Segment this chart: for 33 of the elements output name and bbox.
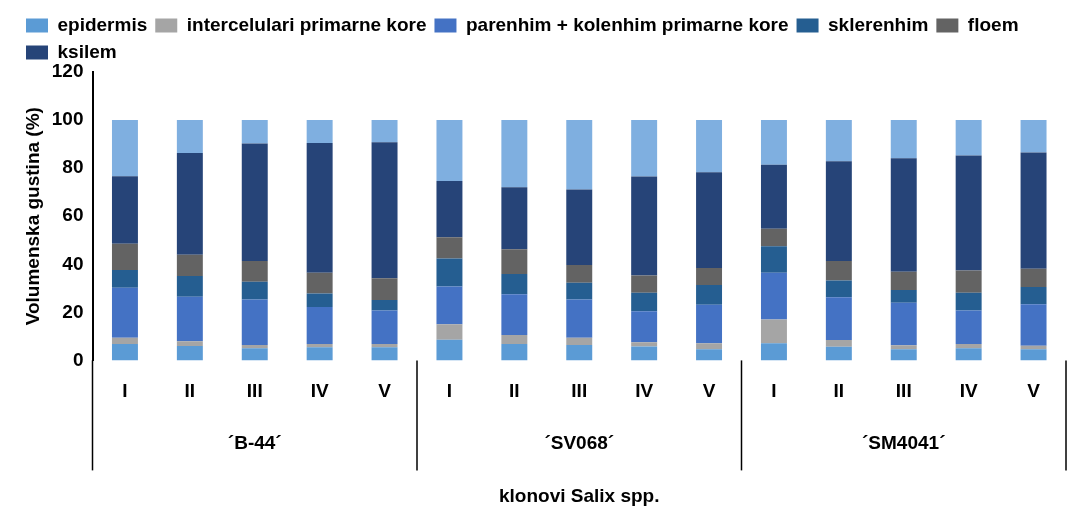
x-tick-label: I bbox=[771, 380, 777, 402]
y-axis-title: Volumenska gustina (%) bbox=[21, 107, 43, 326]
x-tick-label: III bbox=[246, 380, 263, 402]
x-tick-label: I bbox=[446, 380, 453, 402]
legend-label: floem bbox=[967, 13, 1019, 35]
y-tick-label: 120 bbox=[51, 60, 84, 82]
legend-label: epidermis bbox=[57, 13, 148, 35]
y-tick-label: 80 bbox=[62, 156, 84, 178]
y-tick-label: 20 bbox=[62, 300, 84, 322]
legend-label: parenhim + kolenhim primarne kore bbox=[465, 13, 789, 35]
y-tick-label: 0 bbox=[72, 348, 84, 370]
x-tick-label: V bbox=[702, 380, 716, 402]
y-tick-label: 60 bbox=[62, 204, 84, 226]
text: ´B-44´ bbox=[227, 431, 282, 453]
x-tick-label: V bbox=[1027, 380, 1041, 402]
x-tick-label: IV bbox=[635, 380, 654, 402]
x-tick-label: IV bbox=[959, 380, 978, 402]
x-tick-label: V bbox=[378, 380, 392, 402]
x-axis-title: klonovi Salix spp. bbox=[499, 484, 660, 506]
legend-label: ksilem bbox=[57, 40, 117, 62]
text: ´SM4041´ bbox=[862, 431, 946, 453]
x-tick-label: I bbox=[122, 380, 128, 402]
x-tick-label: III bbox=[895, 380, 912, 402]
x-tick-label: III bbox=[571, 380, 588, 402]
y-tick-label: 100 bbox=[51, 108, 84, 130]
x-tick-label: IV bbox=[310, 380, 329, 402]
legend-label: sklerenhim bbox=[828, 13, 929, 35]
x-tick-label: II bbox=[184, 380, 196, 402]
legend-label: intercelulari primarne kore bbox=[186, 13, 427, 35]
y-tick-label: 40 bbox=[62, 252, 84, 274]
text: ´SV068´ bbox=[544, 431, 615, 453]
x-tick-label: II bbox=[833, 380, 845, 402]
x-tick-label: II bbox=[509, 380, 520, 402]
